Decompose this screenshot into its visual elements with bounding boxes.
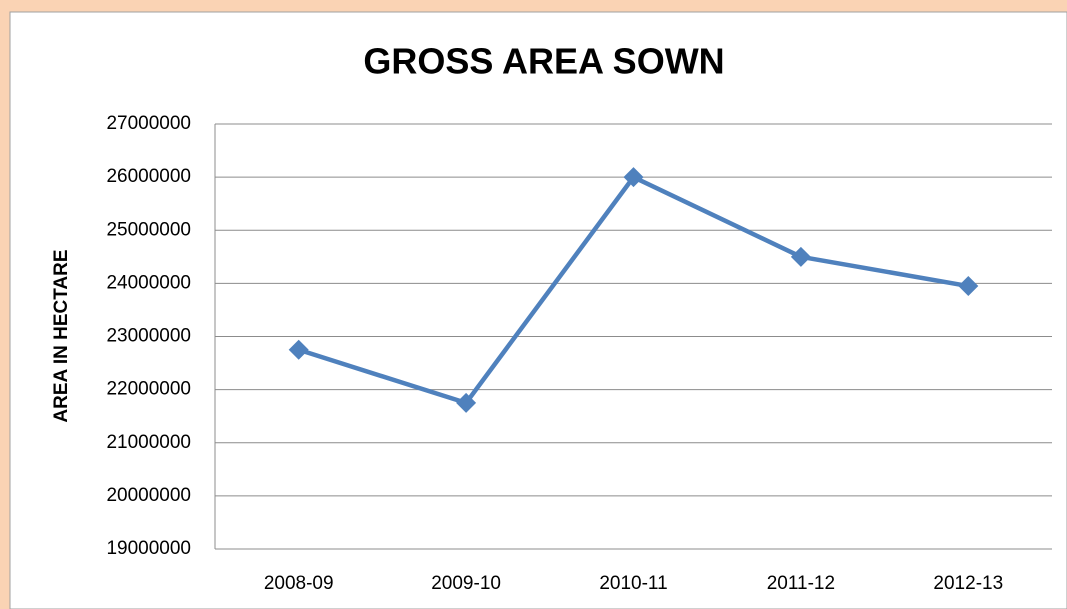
chart-area (9, 11, 1067, 609)
x-tick-label: 2009-10 (431, 573, 501, 594)
marker (958, 276, 979, 297)
chart-title: GROSS AREA SOWN (363, 41, 724, 82)
y-tick-label: 19000000 (106, 538, 191, 559)
y-tick-label: 22000000 (106, 379, 191, 400)
x-tick-label: 2008-09 (264, 573, 334, 594)
y-tick-label: 25000000 (106, 219, 191, 240)
marker (288, 339, 309, 360)
y-tick-label: 26000000 (106, 166, 191, 187)
y-tick-label: 21000000 (106, 432, 191, 453)
marker (790, 246, 811, 267)
y-tick-label: 20000000 (106, 485, 191, 506)
y-tick-label: 23000000 (106, 326, 191, 347)
x-tick-label: 2012-13 (933, 573, 1003, 594)
x-tick-label: 2011-12 (767, 573, 835, 594)
marker (623, 167, 644, 188)
y-axis-label: AREA IN HECTARE (51, 249, 72, 422)
x-tick-label: 2010-11 (599, 573, 667, 594)
y-tick-label: 24000000 (106, 272, 191, 293)
y-tick-label: 27000000 (106, 113, 191, 134)
marker (456, 392, 477, 413)
